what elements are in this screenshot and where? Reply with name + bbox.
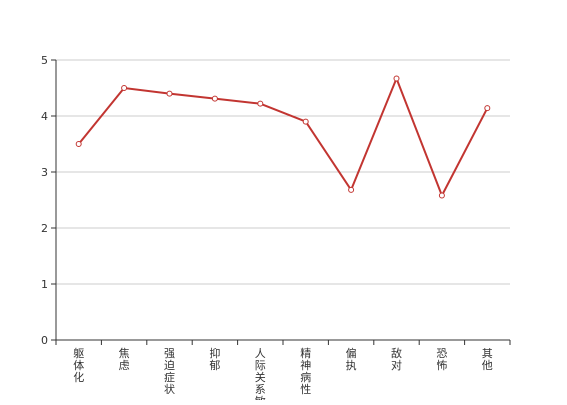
data-point-6 xyxy=(348,186,355,193)
y-axis-ticks: 0 1 2 3 4 5 xyxy=(41,54,56,347)
x-tick-label-7: 敌对 xyxy=(391,346,402,372)
data-point-1 xyxy=(121,85,128,91)
axes xyxy=(55,60,510,341)
data-point-8 xyxy=(438,192,445,199)
y-tick-label-3: 3 xyxy=(41,166,48,179)
data-point-3 xyxy=(211,95,218,102)
y-tick-label-2: 2 xyxy=(41,222,48,235)
x-tick-label-5: 精神病性 xyxy=(300,347,311,396)
x-tick-label-9: 其他 xyxy=(482,347,493,372)
series-line-group xyxy=(77,77,489,197)
x-tick-label-1: 焦虑 xyxy=(119,347,130,372)
y-tick-label-0: 0 xyxy=(41,334,48,347)
x-tick-label-0: 躯体化 xyxy=(73,347,84,384)
data-point-2 xyxy=(166,90,173,97)
data-point-0 xyxy=(75,141,82,147)
data-points xyxy=(75,75,491,199)
x-tick-label-4: 人际关系敏感 xyxy=(255,347,266,400)
x-tick-label-8: 恐怖 xyxy=(436,347,447,372)
data-point-4 xyxy=(257,100,264,107)
y-tick-label-1: 1 xyxy=(41,278,48,291)
y-tick-label-5: 5 xyxy=(41,54,48,67)
data-point-7 xyxy=(393,75,400,82)
x-axis-ticks: 躯体化 焦虑 强迫症状 抑郁 人际关系敏感 精神病性 偏执 敌对 恐怖 其他 xyxy=(55,340,511,405)
x-tick-label-2: 强迫症状 xyxy=(164,347,175,396)
x-tick-label-3: 抑郁 xyxy=(209,346,220,372)
gridlines xyxy=(56,59,510,285)
x-tick-label-6: 偏执 xyxy=(346,346,357,372)
data-point-5 xyxy=(302,118,309,125)
data-point-9 xyxy=(484,105,491,112)
y-tick-label-4: 4 xyxy=(41,110,48,123)
series-line xyxy=(77,77,489,197)
